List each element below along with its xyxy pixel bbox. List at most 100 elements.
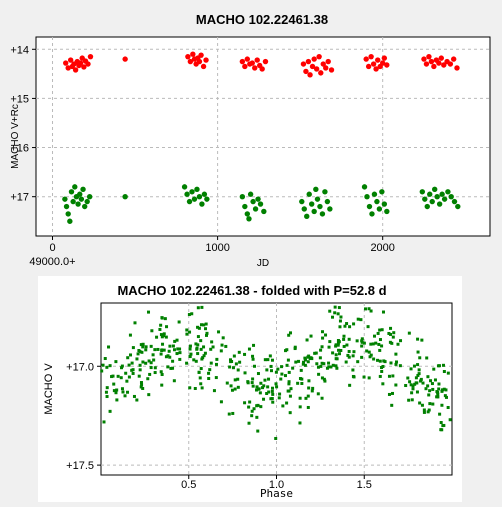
data-point-series-0 [237, 350, 241, 354]
data-point-series-0 [138, 368, 142, 372]
y-axis-label: MACHO V [43, 363, 55, 415]
data-point-series-0 [131, 346, 135, 350]
data-point-series-0 [236, 385, 240, 389]
data-point-series-0 [200, 386, 204, 390]
data-point-series-0 [352, 350, 356, 354]
data-point-series-1 [439, 191, 445, 197]
data-point-series-0 [322, 377, 326, 381]
data-point-series-0 [439, 428, 443, 432]
data-point-series-0 [77, 60, 84, 66]
data-point-series-0 [162, 334, 166, 338]
data-point-series-0 [305, 58, 312, 65]
data-point-series-0 [251, 384, 255, 388]
data-point-series-0 [196, 335, 200, 339]
data-point-series-0 [428, 389, 432, 393]
data-point-series-0 [121, 390, 125, 394]
data-point-series-0 [443, 394, 447, 398]
data-point-series-0 [228, 358, 232, 362]
data-point-series-0 [379, 60, 386, 66]
data-point-series-0 [382, 359, 386, 363]
data-point-series-0 [421, 56, 427, 62]
data-point-series-1 [364, 193, 370, 200]
data-point-series-1 [304, 213, 310, 220]
data-point-series-0 [214, 362, 218, 366]
data-point-series-0 [280, 365, 284, 369]
data-point-series-1 [322, 189, 328, 195]
data-point-series-0 [342, 334, 346, 338]
data-point-series-0 [141, 360, 145, 364]
data-point-series-0 [351, 368, 355, 372]
data-point-series-0 [209, 361, 213, 365]
data-point-series-0 [278, 392, 282, 396]
data-point-series-0 [247, 405, 251, 409]
data-point-series-0 [347, 337, 351, 341]
data-point-series-0 [159, 333, 163, 337]
data-point-series-0 [407, 398, 411, 402]
data-point-series-0 [252, 343, 256, 347]
data-point-series-0 [171, 359, 175, 363]
data-point-series-0 [342, 344, 346, 348]
data-point-series-0 [320, 330, 324, 334]
data-point-series-1 [184, 191, 190, 197]
data-point-series-0 [322, 362, 326, 366]
data-point-series-0 [391, 335, 395, 339]
data-point-series-0 [318, 356, 322, 360]
light-curve-chart: 0 1000 2000 +14 +15 +16 +17 MACHO 102.22461.38 J… [10, 12, 491, 269]
data-point-series-0 [369, 342, 373, 346]
data-point-series-0 [238, 360, 242, 364]
data-point-series-0 [360, 337, 364, 341]
x-offset-label: 49000.0+ [29, 256, 75, 268]
data-point-series-0 [112, 382, 116, 386]
data-point-series-0 [376, 358, 380, 362]
data-point-series-1 [82, 203, 88, 210]
data-point-series-0 [193, 386, 197, 390]
data-point-series-0 [202, 323, 206, 327]
data-point-series-0 [270, 358, 274, 362]
data-point-series-0 [259, 405, 263, 409]
data-point-series-0 [390, 403, 394, 407]
data-point-series-1 [419, 189, 426, 195]
data-point-series-0 [302, 360, 306, 364]
data-point-series-0 [196, 343, 200, 347]
data-point-series-0 [419, 379, 423, 383]
data-point-series-0 [217, 330, 221, 334]
data-point-series-0 [234, 362, 238, 366]
data-point-series-0 [413, 382, 417, 386]
data-point-series-0 [123, 394, 127, 398]
data-point-series-0 [256, 372, 260, 376]
data-point-series-0 [136, 352, 140, 356]
data-point-series-0 [214, 376, 218, 380]
bottom-chart-panel: 0.5 1.0 1.5 +17.0 +17.5 MACHO 102.22461.38 - … [38, 276, 462, 502]
data-point-series-0 [454, 65, 460, 71]
data-point-series-0 [194, 342, 198, 346]
data-point-series-0 [396, 342, 400, 346]
data-point-series-1 [455, 203, 461, 210]
data-point-series-1 [261, 208, 267, 215]
data-point-series-0 [147, 359, 151, 363]
data-point-series-0 [102, 420, 106, 424]
data-point-series-0 [362, 341, 366, 345]
data-point-series-1 [366, 203, 373, 210]
data-point-series-1 [324, 198, 331, 205]
data-point-series-0 [251, 354, 255, 358]
data-point-series-0 [309, 63, 316, 70]
data-point-series-0 [309, 334, 313, 338]
data-point-series-0 [374, 341, 378, 345]
data-point-series-0 [231, 411, 235, 415]
data-point-series-0 [203, 57, 209, 63]
data-point-series-1 [257, 201, 264, 207]
data-point-series-0 [420, 338, 424, 342]
data-point-series-0 [276, 367, 280, 371]
data-point-series-1 [306, 191, 312, 197]
data-point-series-0 [188, 344, 192, 348]
data-point-series-0 [307, 72, 313, 78]
data-point-series-0 [323, 65, 329, 71]
data-point-series-0 [243, 401, 247, 405]
data-point-series-0 [424, 387, 428, 391]
x-axis-label: JD [257, 258, 269, 269]
data-point-series-0 [439, 421, 443, 425]
data-point-series-0 [414, 381, 418, 385]
data-point-series-0 [299, 368, 303, 372]
data-point-series-0 [274, 370, 278, 374]
data-point-series-0 [137, 349, 141, 353]
